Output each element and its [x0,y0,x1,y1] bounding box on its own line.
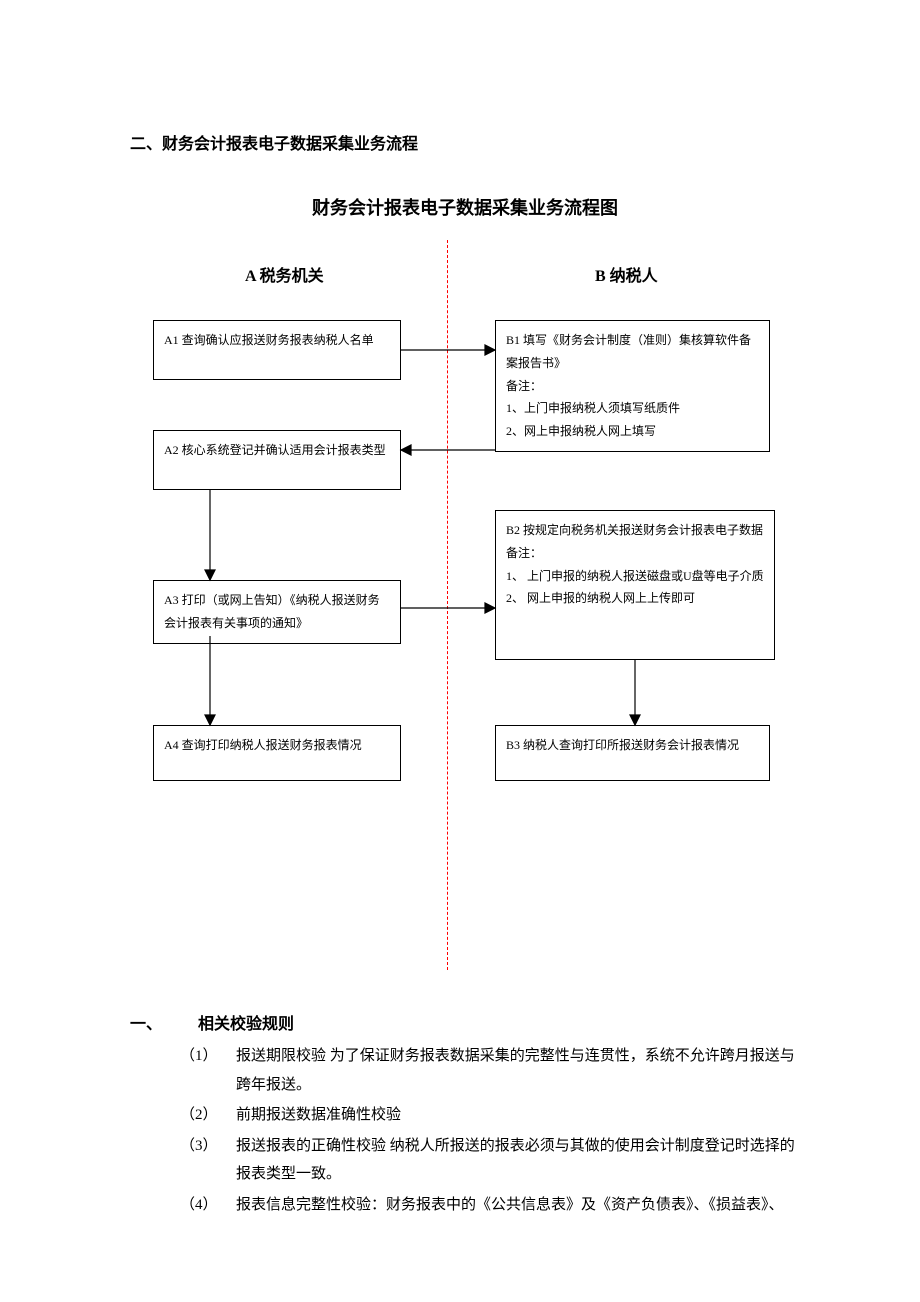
rule-number: （2） [180,1101,236,1130]
node-line: 2、 网上申报的纳税人网上上传即可 [506,587,764,610]
arrowhead-icon [401,445,411,455]
node-line: B2 按规定向税务机关报送财务会计报表电子数据 [506,519,764,542]
node-line: A3 打印（或网上告知）《纳税人报送财务会计报表有关事项的通知》 [164,589,390,635]
node-line: B3 纳税人查询打印所报送财务会计报表情况 [506,734,759,757]
node-line: 备注： [506,542,764,565]
flowchart: A 税务机关 B 纳税人 A1 查询确认应报送财务报表纳税人名单 A2 核心系统… [135,250,795,970]
rules-section: 一、 相关校验规则 （1）报送期限校验 为了保证财务报表数据采集的完整性与连贯性… [130,1010,800,1219]
arrowhead-icon [205,570,215,580]
section-title: 二、财务会计报表电子数据采集业务流程 [130,130,800,154]
rule-text: 报表信息完整性校验：财务报表中的《公共信息表》及《资产负债表》、《损益表》、 [236,1191,800,1220]
node-a4: A4 查询打印纳税人报送财务报表情况 [153,725,401,781]
chart-title: 财务会计报表电子数据采集业务流程图 [130,194,800,220]
node-line: 1、上门申报纳税人须填写纸质件 [506,397,759,420]
arrowhead-icon [485,345,495,355]
rule-number: （3） [180,1132,236,1189]
rule-text: 报送期限校验 为了保证财务报表数据采集的完整性与连贯性，系统不允许跨月报送与跨年… [236,1042,800,1099]
node-line: A4 查询打印纳税人报送财务报表情况 [164,734,390,757]
node-a1: A1 查询确认应报送财务报表纳税人名单 [153,320,401,380]
header-right: B 纳税人 [595,262,658,286]
node-line: A1 查询确认应报送财务报表纳税人名单 [164,329,390,352]
page: 二、财务会计报表电子数据采集业务流程 财务会计报表电子数据采集业务流程图 A 税… [0,0,920,1279]
rules-header-text: 相关校验规则 [198,1016,294,1033]
node-line: 备注： [506,375,759,398]
column-divider [447,240,448,970]
rule-item: （3）报送报表的正确性校验 纳税人所报送的报表必须与其做的使用会计制度登记时选择… [180,1132,800,1189]
rules-list: （1）报送期限校验 为了保证财务报表数据采集的完整性与连贯性，系统不允许跨月报送… [130,1042,800,1219]
arrowhead-icon [485,603,495,613]
arrowhead-icon [630,715,640,725]
arrowhead-icon [205,715,215,725]
rules-header: 一、 相关校验规则 [130,1010,800,1040]
node-line: B1 填写《财务会计制度（准则）集核算软件备案报告书》 [506,329,759,375]
node-line: A2 核心系统登记并确认适用会计报表类型 [164,439,390,462]
rule-item: （1）报送期限校验 为了保证财务报表数据采集的完整性与连贯性，系统不允许跨月报送… [180,1042,800,1099]
rule-text: 报送报表的正确性校验 纳税人所报送的报表必须与其做的使用会计制度登记时选择的报表… [236,1132,800,1189]
node-b3: B3 纳税人查询打印所报送财务会计报表情况 [495,725,770,781]
rule-item: （2）前期报送数据准确性校验 [180,1101,800,1130]
node-a2: A2 核心系统登记并确认适用会计报表类型 [153,430,401,490]
node-line: 2、网上申报纳税人网上填写 [506,420,759,443]
node-line: 1、 上门申报的纳税人报送磁盘或U盘等电子介质 [506,565,764,588]
rule-number: （1） [180,1042,236,1099]
node-b1: B1 填写《财务会计制度（准则）集核算软件备案报告书》备注：1、上门申报纳税人须… [495,320,770,452]
rule-text: 前期报送数据准确性校验 [236,1101,800,1130]
node-a3: A3 打印（或网上告知）《纳税人报送财务会计报表有关事项的通知》 [153,580,401,644]
rules-header-num: 一、 [130,1016,162,1033]
rule-item: （4）报表信息完整性校验：财务报表中的《公共信息表》及《资产负债表》、《损益表》… [180,1191,800,1220]
rule-number: （4） [180,1191,236,1220]
node-b2: B2 按规定向税务机关报送财务会计报表电子数据备注：1、 上门申报的纳税人报送磁… [495,510,775,660]
header-left: A 税务机关 [245,262,324,286]
